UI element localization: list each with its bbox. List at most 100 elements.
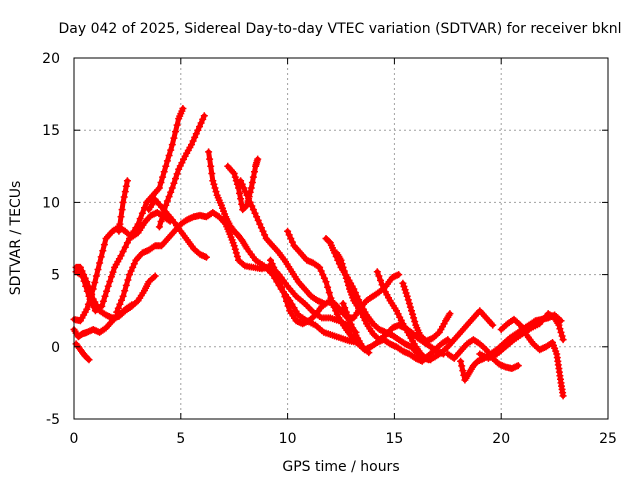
x-tick-label: 0 [70,431,79,447]
data-point-marker [558,332,566,340]
data-point-marker [285,231,293,239]
data-point-marker [278,284,286,292]
y-tick-label: 20 [42,51,60,67]
data-point-marker [162,201,170,209]
data-point-marker [514,362,522,370]
data-point-marker [279,288,287,296]
data-point-marker [122,182,130,190]
data-point-marker [247,184,255,192]
data-point-marker [155,223,163,231]
data-point-marker [403,292,411,300]
x-tick-labels: 0 5 10 15 20 25 [70,431,617,447]
data-point-marker [402,289,410,297]
data-point-marker [80,277,88,285]
data-point-marker [325,238,333,246]
data-point-marker [373,268,381,276]
data-point-marker [122,281,130,289]
data-point-marker [89,285,97,293]
data-point-marker [253,213,261,221]
data-point-marker [97,253,105,261]
data-point-marker [163,197,171,205]
data-point-marker [411,318,419,325]
data-point-marker [259,227,267,235]
data-point-marker [333,310,341,318]
data-point-marker [256,220,264,228]
data-point-marker [160,207,168,215]
data-point-marker [126,271,133,279]
data-point-marker [167,146,175,154]
x-tick-label: 20 [492,431,510,447]
data-point-marker [237,177,245,185]
data-point-marker [241,188,249,196]
data-point-marker [401,286,409,294]
data-point-marker [168,184,176,192]
data-point-marker [113,308,121,316]
data-point-marker [83,305,91,313]
data-point-marker [170,179,178,187]
series-pass-b [72,105,187,315]
series-pass-i [155,112,208,231]
data-point-marker [173,170,181,178]
data-point-marker [344,313,352,320]
data-point-marker [210,180,218,188]
data-point-marker [347,320,355,328]
data-point-marker [409,310,417,318]
data-point-marker [136,215,144,223]
data-point-marker [230,242,238,250]
data-point-marker [123,239,131,247]
data-point-marker [124,276,132,284]
data-point-marker [157,179,165,186]
series-layer [70,105,567,400]
data-point-marker [91,279,99,286]
data-point-marker [268,260,276,268]
data-point-marker [192,130,200,138]
data-point-marker [100,241,108,249]
data-point-marker [410,314,418,322]
data-point-marker [557,328,565,336]
data-point-marker [194,126,202,134]
data-point-marker [116,300,124,308]
data-point-marker [76,263,84,271]
data-point-marker [172,128,179,136]
data-point-marker [273,271,281,279]
data-point-marker [167,188,175,196]
data-point-marker [342,274,350,282]
series-pass-r [373,268,497,364]
data-point-marker [338,260,346,268]
data-point-marker [199,115,207,123]
data-point-marker [458,362,466,370]
data-point-marker [320,274,328,282]
y-tick-label: 5 [51,268,60,284]
data-point-marker [101,292,109,300]
data-point-marker [292,307,300,315]
data-point-marker [283,297,290,305]
data-point-marker [119,292,127,300]
data-point-marker [117,252,125,260]
data-point-marker [98,302,106,310]
y-axis-title: SDTVAR / TECUs [8,181,24,296]
data-point-marker [288,238,296,246]
data-point-marker [343,278,351,286]
data-point-marker [275,275,282,283]
data-point-marker [257,224,265,232]
data-point-marker [141,204,148,212]
data-point-marker [84,300,92,308]
data-point-marker [345,281,352,289]
data-point-marker [82,282,90,290]
data-point-marker [207,162,215,170]
data-point-marker [231,245,239,253]
data-point-marker [191,133,199,141]
data-point-marker [322,278,330,286]
data-point-marker [339,300,347,307]
data-point-marker [377,276,384,284]
data-point-marker [290,304,298,312]
data-point-marker [341,271,349,279]
data-point-marker [130,260,138,268]
data-point-marker [270,263,278,271]
data-point-marker [346,317,353,325]
data-point-marker [85,356,93,364]
data-point-marker [168,141,176,149]
data-point-marker [400,283,408,290]
y-tick-label: -5 [46,412,60,428]
